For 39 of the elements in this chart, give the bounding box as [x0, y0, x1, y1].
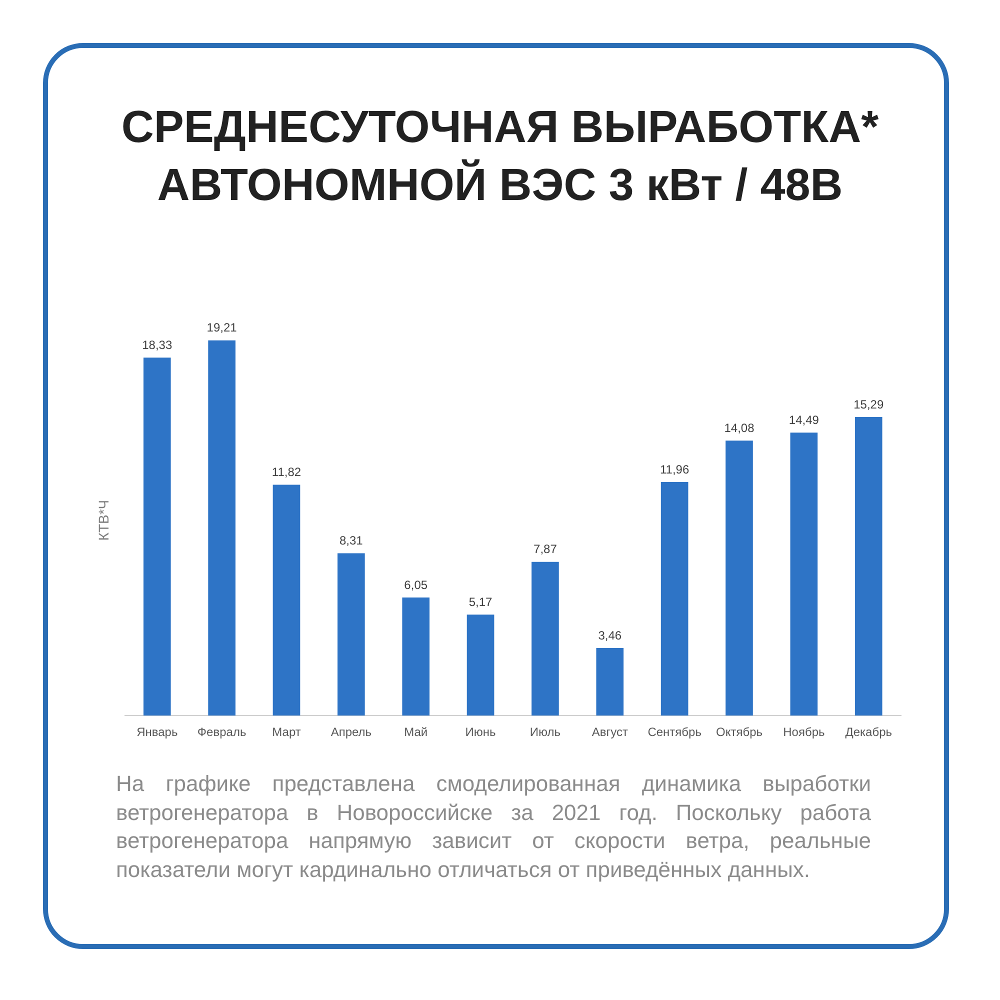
- x-tick-label: Декабрь: [845, 725, 892, 740]
- x-tick-label: Сентябрь: [648, 725, 702, 740]
- x-tick-label: Июль: [530, 725, 561, 740]
- bar: [660, 482, 688, 716]
- data-label: 6,05: [404, 578, 428, 592]
- data-label: 3,46: [598, 628, 622, 642]
- x-tick-label: Июнь: [465, 725, 496, 740]
- bar: [854, 416, 882, 716]
- bar: [466, 614, 494, 716]
- bar: [208, 340, 236, 716]
- data-label: 15,29: [854, 397, 884, 412]
- bar: [143, 358, 171, 716]
- data-label: 14,08: [724, 420, 755, 435]
- data-label: 5,17: [468, 594, 493, 609]
- bar: [596, 648, 624, 716]
- text: На графике представлена смоделированная динамика выработки ветрогенератора в Новороссийске за 2021 год. Поскольку работа ветрогенератора напрямую зависит от скорости ветра, реальные показатели могут кардинально отличаться от приведённых данных.: [116, 770, 871, 884]
- x-tick-label: Май: [404, 725, 428, 740]
- data-label: 19,21: [206, 320, 238, 335]
- bar: [790, 432, 818, 716]
- x-tick-label: Январь: [136, 725, 178, 740]
- bar: [726, 440, 753, 716]
- data-label: 8,31: [339, 534, 364, 548]
- bar: [272, 484, 300, 716]
- x-tick-label: Ноябрь: [783, 725, 825, 740]
- bar: [532, 562, 559, 716]
- y-axis-title: КТВ*Ч: [95, 500, 112, 541]
- x-tick-label: Март: [272, 725, 302, 740]
- data-label: 11,82: [272, 465, 302, 480]
- data-label: 11,96: [660, 462, 690, 476]
- x-tick-label: Октябрь: [716, 725, 763, 740]
- bar: [402, 597, 430, 716]
- data-label: 14,49: [788, 412, 820, 427]
- x-tick-label: Апрель: [330, 725, 372, 740]
- data-label: 18,33: [142, 338, 172, 352]
- x-tick-label: Февраль: [197, 725, 246, 740]
- data-label: 7,87: [534, 542, 558, 556]
- bar: [338, 553, 365, 716]
- x-tick-label: Август: [592, 725, 628, 740]
- chart-title: СРЕДНЕСУТОЧНАЯ ВЫРАБОТКА* АВТОНОМНОЙ ВЭС 3 кВт / 48В: [120, 100, 880, 212]
